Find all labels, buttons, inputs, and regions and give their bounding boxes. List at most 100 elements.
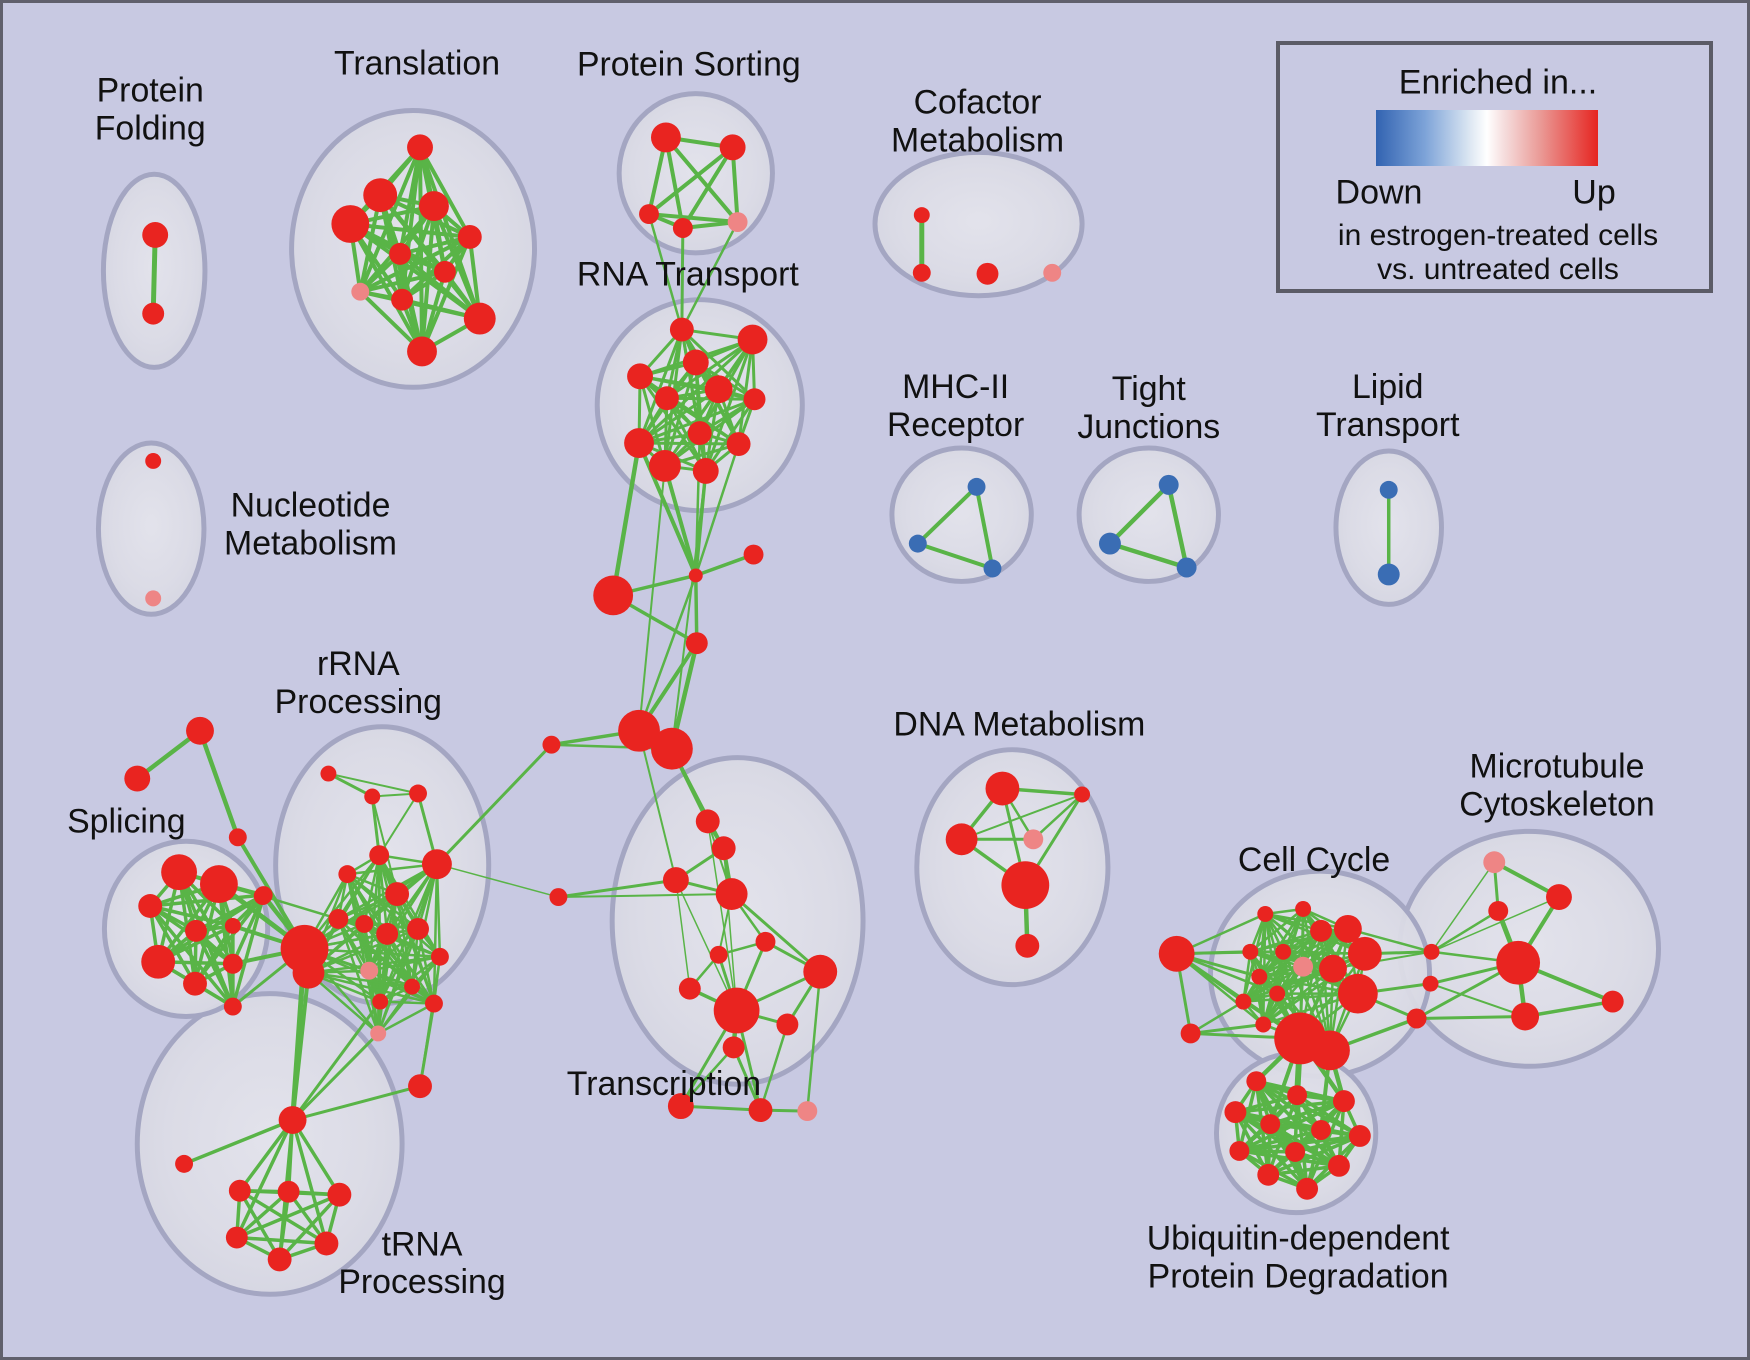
edge-cn3-rt9 xyxy=(610,440,642,598)
node-cch2 xyxy=(1310,1030,1350,1071)
node-tc3 xyxy=(662,867,689,894)
node-rt6 xyxy=(654,386,679,411)
node-cc9 xyxy=(1235,993,1252,1010)
node-cb3 xyxy=(1406,1008,1427,1029)
edge-tc11-tc13 xyxy=(679,1046,735,1108)
node-tc7 xyxy=(755,931,776,952)
edge-rt12-cn6 xyxy=(670,469,707,750)
edge-ccs2-cc11 xyxy=(1189,1022,1265,1035)
edge-rr6-tc5 xyxy=(436,863,560,898)
edge-cc7-cc9 xyxy=(1242,950,1252,1003)
node-ub4 xyxy=(1224,1101,1247,1124)
legend-down-label: Down xyxy=(1335,173,1423,212)
node-tn6 xyxy=(267,1247,292,1272)
edge-cc7-cc13 xyxy=(1249,950,1367,956)
cluster-ellipse-mhc-ii xyxy=(889,445,1034,584)
node-ps5 xyxy=(727,212,748,232)
node-tc13 xyxy=(667,1093,694,1120)
edge-tn4-tnh xyxy=(235,1118,295,1240)
node-tc14 xyxy=(748,1098,773,1123)
node-tn5 xyxy=(314,1231,339,1256)
node-cc12 xyxy=(1319,954,1347,983)
node-rr10 xyxy=(407,917,429,940)
edge-tr3-tr10 xyxy=(431,204,482,321)
node-ps4 xyxy=(672,218,693,238)
node-rr13 xyxy=(360,961,379,980)
node-mt5 xyxy=(1511,1002,1540,1031)
edge-tr1-tr5 xyxy=(418,145,472,239)
edge-tc3-tc10 xyxy=(675,879,738,1012)
node-tn3 xyxy=(327,1182,352,1207)
edge-ccs1-cc11 xyxy=(1175,952,1265,1026)
node-sp7 xyxy=(222,953,243,974)
node-cn5 xyxy=(618,709,660,752)
node-rt5 xyxy=(704,375,733,404)
cluster-ellipse-nucleotide xyxy=(95,440,207,617)
edge-ps1-ps4 xyxy=(663,135,685,230)
node-cc4 xyxy=(1333,914,1362,943)
node-mt6 xyxy=(1601,990,1624,1013)
node-rt1 xyxy=(669,317,694,342)
node-mt1 xyxy=(1483,851,1506,874)
edge-mh1-mh2 xyxy=(915,484,979,546)
node-tc12 xyxy=(776,1013,799,1036)
node-tr7 xyxy=(433,260,456,283)
legend-gradient-bar xyxy=(1376,110,1598,166)
node-rr13b xyxy=(370,1025,387,1042)
cluster-label-protein-sorting: Protein Sorting xyxy=(577,46,801,84)
edge-sp9-sp11 xyxy=(231,893,266,1009)
node-dm4 xyxy=(1023,829,1044,850)
node-ub7 xyxy=(1348,1125,1371,1147)
node-rr11 xyxy=(376,922,399,945)
edge-cb1-mt1 xyxy=(1430,861,1496,953)
cluster-label-protein-folding-line2: Folding xyxy=(95,109,206,147)
edge-rt1-rt9 xyxy=(637,328,684,445)
node-cn4 xyxy=(685,632,708,655)
edge-rrh2-tnh xyxy=(290,970,311,1123)
edge-rr14-rrh2 xyxy=(307,971,414,988)
node-ub2 xyxy=(1287,1085,1308,1106)
node-tc5 xyxy=(549,888,568,906)
edge-cn1-cn4 xyxy=(694,573,699,645)
node-mh2 xyxy=(908,534,927,553)
legend-box: Enriched in... Down Up in estrogen-treat… xyxy=(1276,41,1713,293)
node-st2 xyxy=(124,765,151,792)
cluster-label-microtubule-line2: Cytoskeleton xyxy=(1459,785,1655,823)
node-sp3 xyxy=(138,894,163,918)
node-cc13 xyxy=(1347,936,1382,971)
edge-tc13-tc14 xyxy=(679,1104,763,1112)
node-tr4 xyxy=(331,205,370,243)
edge-sp8-sp9 xyxy=(193,893,266,986)
cluster-ellipse-trna-processing xyxy=(134,991,405,1297)
edge-rr8-rr13b xyxy=(337,917,380,1035)
cluster-label-nucleotide-line2: Metabolism xyxy=(224,525,397,563)
node-sp6 xyxy=(141,944,176,979)
edge-rt2-rt6 xyxy=(665,338,755,400)
node-cc2 xyxy=(1295,901,1312,917)
node-sp11 xyxy=(223,997,242,1016)
edge-tn3-tnh xyxy=(290,1118,342,1197)
edge-rr16-rrh2 xyxy=(307,971,436,1005)
edge-rt9-cn1 xyxy=(637,441,698,578)
edge-ps3-rt1 xyxy=(647,212,684,331)
node-mt4 xyxy=(1496,940,1541,985)
cluster-label-splicing: Splicing xyxy=(67,802,185,840)
edge-tn5-tnh xyxy=(290,1118,329,1246)
node-sp1 xyxy=(161,854,198,891)
node-ub1 xyxy=(1246,1071,1267,1092)
node-dm3 xyxy=(945,823,978,856)
edge-tc12-tc14 xyxy=(759,1023,789,1112)
node-lt1 xyxy=(1379,480,1398,499)
cluster-label-lipid-transport-line2: Transport xyxy=(1316,406,1460,444)
node-rt12 xyxy=(692,457,719,484)
node-mh3 xyxy=(983,559,1002,578)
edge-ps1-ps5 xyxy=(663,135,740,225)
edge-rr6-rr16 xyxy=(432,862,439,1005)
node-tr6 xyxy=(389,242,412,265)
node-cn3 xyxy=(593,575,634,616)
node-st3 xyxy=(228,828,247,847)
node-rr17 xyxy=(253,887,272,906)
node-rt11 xyxy=(649,450,681,482)
cluster-label-rrna-processing-line1: rRNA xyxy=(317,645,400,683)
